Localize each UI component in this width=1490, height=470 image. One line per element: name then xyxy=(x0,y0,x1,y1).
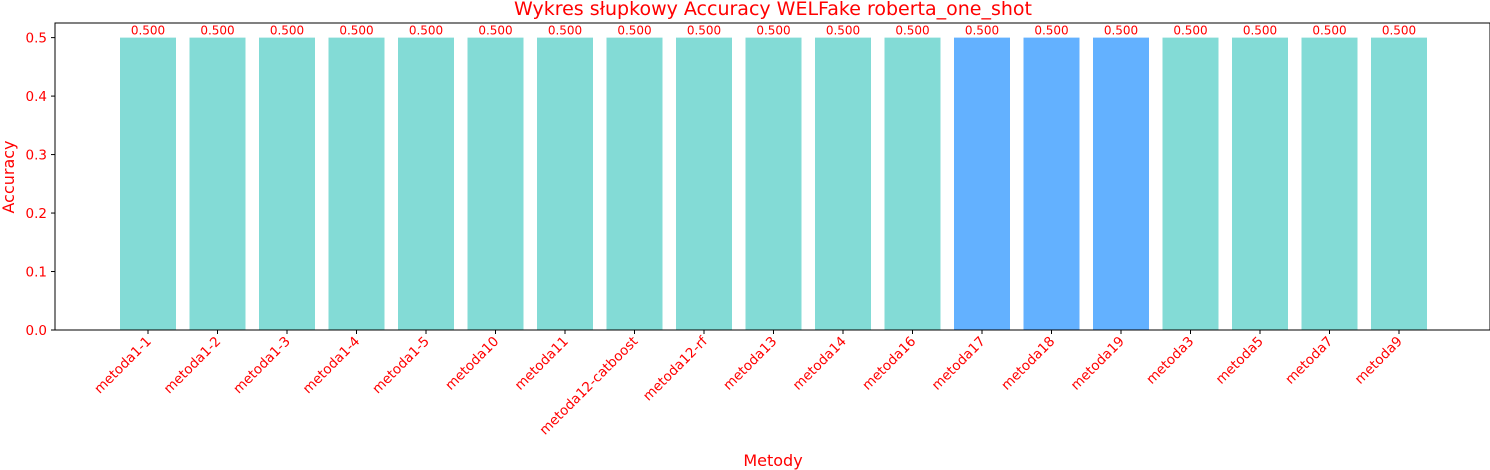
plot-frame xyxy=(54,22,1490,331)
x-tick-label: metoda10 xyxy=(442,334,502,394)
bar-value-label: 0.500 xyxy=(200,24,234,38)
bar-metoda1-2 xyxy=(189,37,246,330)
x-tick-label: metoda19 xyxy=(1068,334,1128,394)
x-tick-label: metoda16 xyxy=(859,334,919,394)
bar-metoda12-rf xyxy=(676,37,732,330)
x-axis: metoda1-1 metoda1-2 metoda1-3 metoda1-4 meto… xyxy=(91,330,1406,438)
bar-metoda10 xyxy=(467,37,524,330)
x-tick-label: metoda3 xyxy=(1143,334,1197,388)
bar-metoda5 xyxy=(1232,37,1288,330)
bar-value-label: 0.500 xyxy=(1312,24,1346,38)
bar-value-label: 0.500 xyxy=(478,24,512,38)
bar-metoda19 xyxy=(1093,37,1149,330)
bar-value-label: 0.500 xyxy=(965,24,999,38)
bar-value-label: 0.500 xyxy=(1173,24,1207,38)
y-tick-label: 0.3 xyxy=(26,148,47,164)
bar-metoda1-5 xyxy=(398,37,454,330)
x-axis-label: Metody xyxy=(743,451,802,470)
x-tick-label: metoda1-2 xyxy=(161,334,225,398)
bars-group: 0.500 0.500 0.500 0.500 0.500 0.500 0.500 0.500… xyxy=(120,24,1427,330)
chart-title: Wykres słupkowy Accuracy WELFake roberta… xyxy=(514,0,1032,20)
bar-value-label: 0.500 xyxy=(1382,24,1416,38)
bar-value-label: 0.500 xyxy=(756,24,790,38)
bar-value-label: 0.500 xyxy=(548,24,582,38)
bar-value-label: 0.500 xyxy=(1243,24,1277,38)
y-tick-label: 0.5 xyxy=(26,31,47,47)
bar-value-label: 0.500 xyxy=(826,24,860,38)
bar-metoda9 xyxy=(1371,37,1427,330)
x-tick-label: metoda1-4 xyxy=(300,334,364,398)
y-tick-label: 0.4 xyxy=(26,89,47,105)
y-tick-label: 0.0 xyxy=(26,323,47,339)
x-tick-label: metoda9 xyxy=(1352,334,1406,388)
bar-metoda1-1 xyxy=(120,37,176,330)
bar-value-label: 0.500 xyxy=(131,24,165,38)
bar-value-label: 0.500 xyxy=(1034,24,1068,38)
x-tick-label: metoda18 xyxy=(998,334,1058,394)
x-tick-label: metoda1-3 xyxy=(230,334,294,398)
x-tick-label: metoda17 xyxy=(929,334,989,394)
bar-metoda12-catboost xyxy=(606,37,663,330)
bar-metoda17 xyxy=(954,37,1010,330)
bar-value-label: 0.500 xyxy=(339,24,373,38)
x-tick-label: metoda13 xyxy=(720,334,780,394)
y-tick-label: 0.1 xyxy=(26,265,47,281)
y-axis-label: Accuracy xyxy=(0,140,18,213)
bar-value-label: 0.500 xyxy=(1104,24,1138,38)
bar-metoda3 xyxy=(1162,37,1219,330)
x-tick-label: metoda14 xyxy=(790,334,850,394)
bar-metoda16 xyxy=(884,37,941,330)
bar-metoda1-3 xyxy=(259,37,315,330)
x-tick-label: metoda11 xyxy=(512,334,572,394)
bar-value-label: 0.500 xyxy=(687,24,721,38)
x-tick-label: metoda5 xyxy=(1213,334,1267,388)
bar-value-label: 0.500 xyxy=(409,24,443,38)
bar-metoda18 xyxy=(1023,37,1080,330)
bar-value-label: 0.500 xyxy=(895,24,929,38)
bar-metoda11 xyxy=(537,37,593,330)
y-tick-label: 0.2 xyxy=(26,206,47,222)
x-tick-label: metoda1-5 xyxy=(369,334,433,398)
bar-metoda7 xyxy=(1301,37,1358,330)
bar-metoda14 xyxy=(815,37,871,330)
x-tick-label: metoda12-rf xyxy=(640,333,712,405)
bar-value-label: 0.500 xyxy=(270,24,304,38)
bar-value-label: 0.500 xyxy=(617,24,651,38)
bar-metoda1-4 xyxy=(328,37,385,330)
x-tick-label: metoda1-1 xyxy=(91,334,155,398)
bar-metoda13 xyxy=(745,37,802,330)
x-tick-label: metoda7 xyxy=(1282,334,1336,388)
y-axis: 0.0 0.1 0.2 0.3 0.4 0.5 xyxy=(26,31,55,339)
